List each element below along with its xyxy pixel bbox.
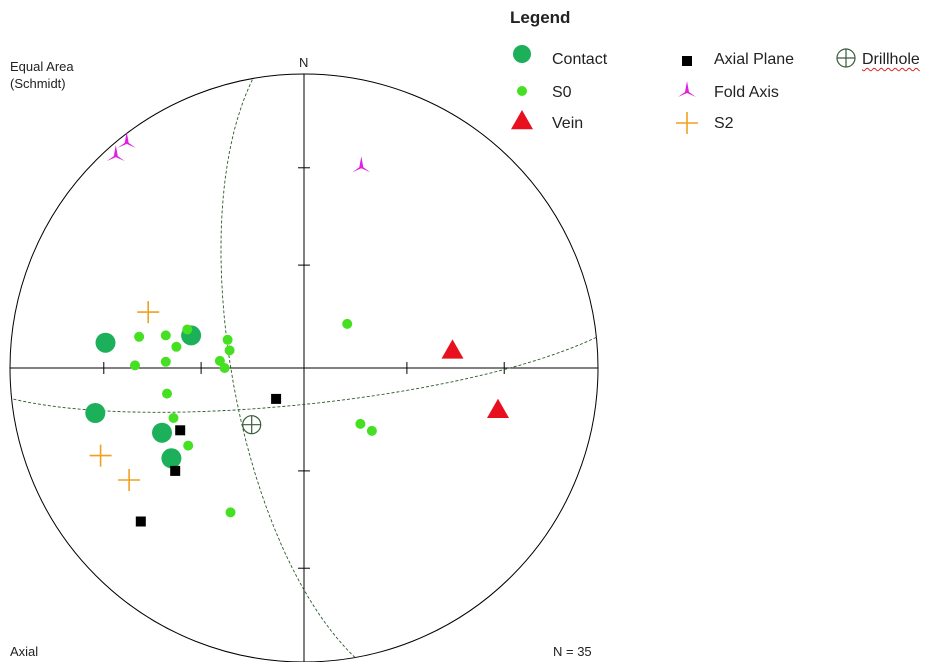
legend-symbol-fold	[678, 81, 696, 97]
great-circle	[220, 78, 356, 658]
fold-axis-point	[106, 145, 125, 162]
point-count-label: N = 35	[553, 644, 592, 659]
s0-point	[182, 324, 193, 335]
s0-point	[130, 360, 140, 371]
s2-point	[118, 469, 141, 491]
s2-point	[89, 444, 112, 467]
s0-point	[219, 363, 230, 373]
contact-point	[95, 332, 116, 353]
legend-symbol-contact	[513, 45, 531, 63]
legend-label-contact: Contact	[552, 51, 608, 68]
legend-label-axial-plane: Axial Plane	[714, 51, 795, 68]
legend-label-fold-axis: Fold Axis	[714, 84, 779, 101]
footer-left-label: Axial	[10, 644, 39, 659]
legend-symbol-drill	[836, 48, 856, 68]
projection-label-line2: (Schmidt)	[10, 76, 66, 91]
vein-point	[487, 398, 509, 418]
legend-symbol-s0	[517, 86, 527, 96]
contact-point	[152, 422, 172, 443]
data-points	[85, 131, 509, 527]
s0-point	[168, 413, 179, 423]
s0-point	[162, 388, 172, 399]
s0-point	[214, 355, 225, 366]
legend-symbols	[511, 45, 856, 134]
s0-point	[222, 334, 233, 345]
legend-title: Legend	[510, 8, 571, 27]
s0-point	[366, 425, 377, 436]
legend-symbol-vein	[511, 110, 533, 130]
s0-point	[160, 330, 171, 341]
axial-plane-point	[271, 393, 282, 404]
axial-plane-point	[175, 425, 186, 436]
s0-point	[342, 318, 353, 329]
s0-point	[224, 345, 235, 356]
vein-point	[441, 339, 464, 359]
s0-point	[134, 331, 145, 342]
s0-point	[355, 418, 366, 429]
legend-symbol-axial	[682, 56, 692, 66]
fold-axis-point	[117, 131, 136, 148]
s0-point	[225, 507, 236, 518]
stereonet-frame	[9, 73, 599, 662]
projection-label-line1: Equal Area	[10, 59, 74, 74]
fold-axis-point	[352, 156, 371, 173]
legend-label-s2: S2	[714, 115, 734, 132]
drillhole-point	[242, 415, 262, 435]
contact-point	[161, 448, 182, 469]
legend-label-drillhole: Drillhole	[862, 51, 920, 68]
axial-plane-point	[170, 465, 181, 476]
axial-plane-point	[135, 516, 146, 527]
s0-point	[183, 440, 194, 451]
north-label: N	[299, 55, 309, 70]
s2-point	[137, 301, 160, 324]
legend-label-vein: Vein	[552, 115, 584, 132]
legend-label-s0: S0	[552, 84, 572, 101]
legend-symbol-s2	[676, 112, 698, 134]
s0-point	[171, 341, 182, 352]
contact-point	[85, 403, 106, 423]
s0-point	[160, 356, 171, 367]
